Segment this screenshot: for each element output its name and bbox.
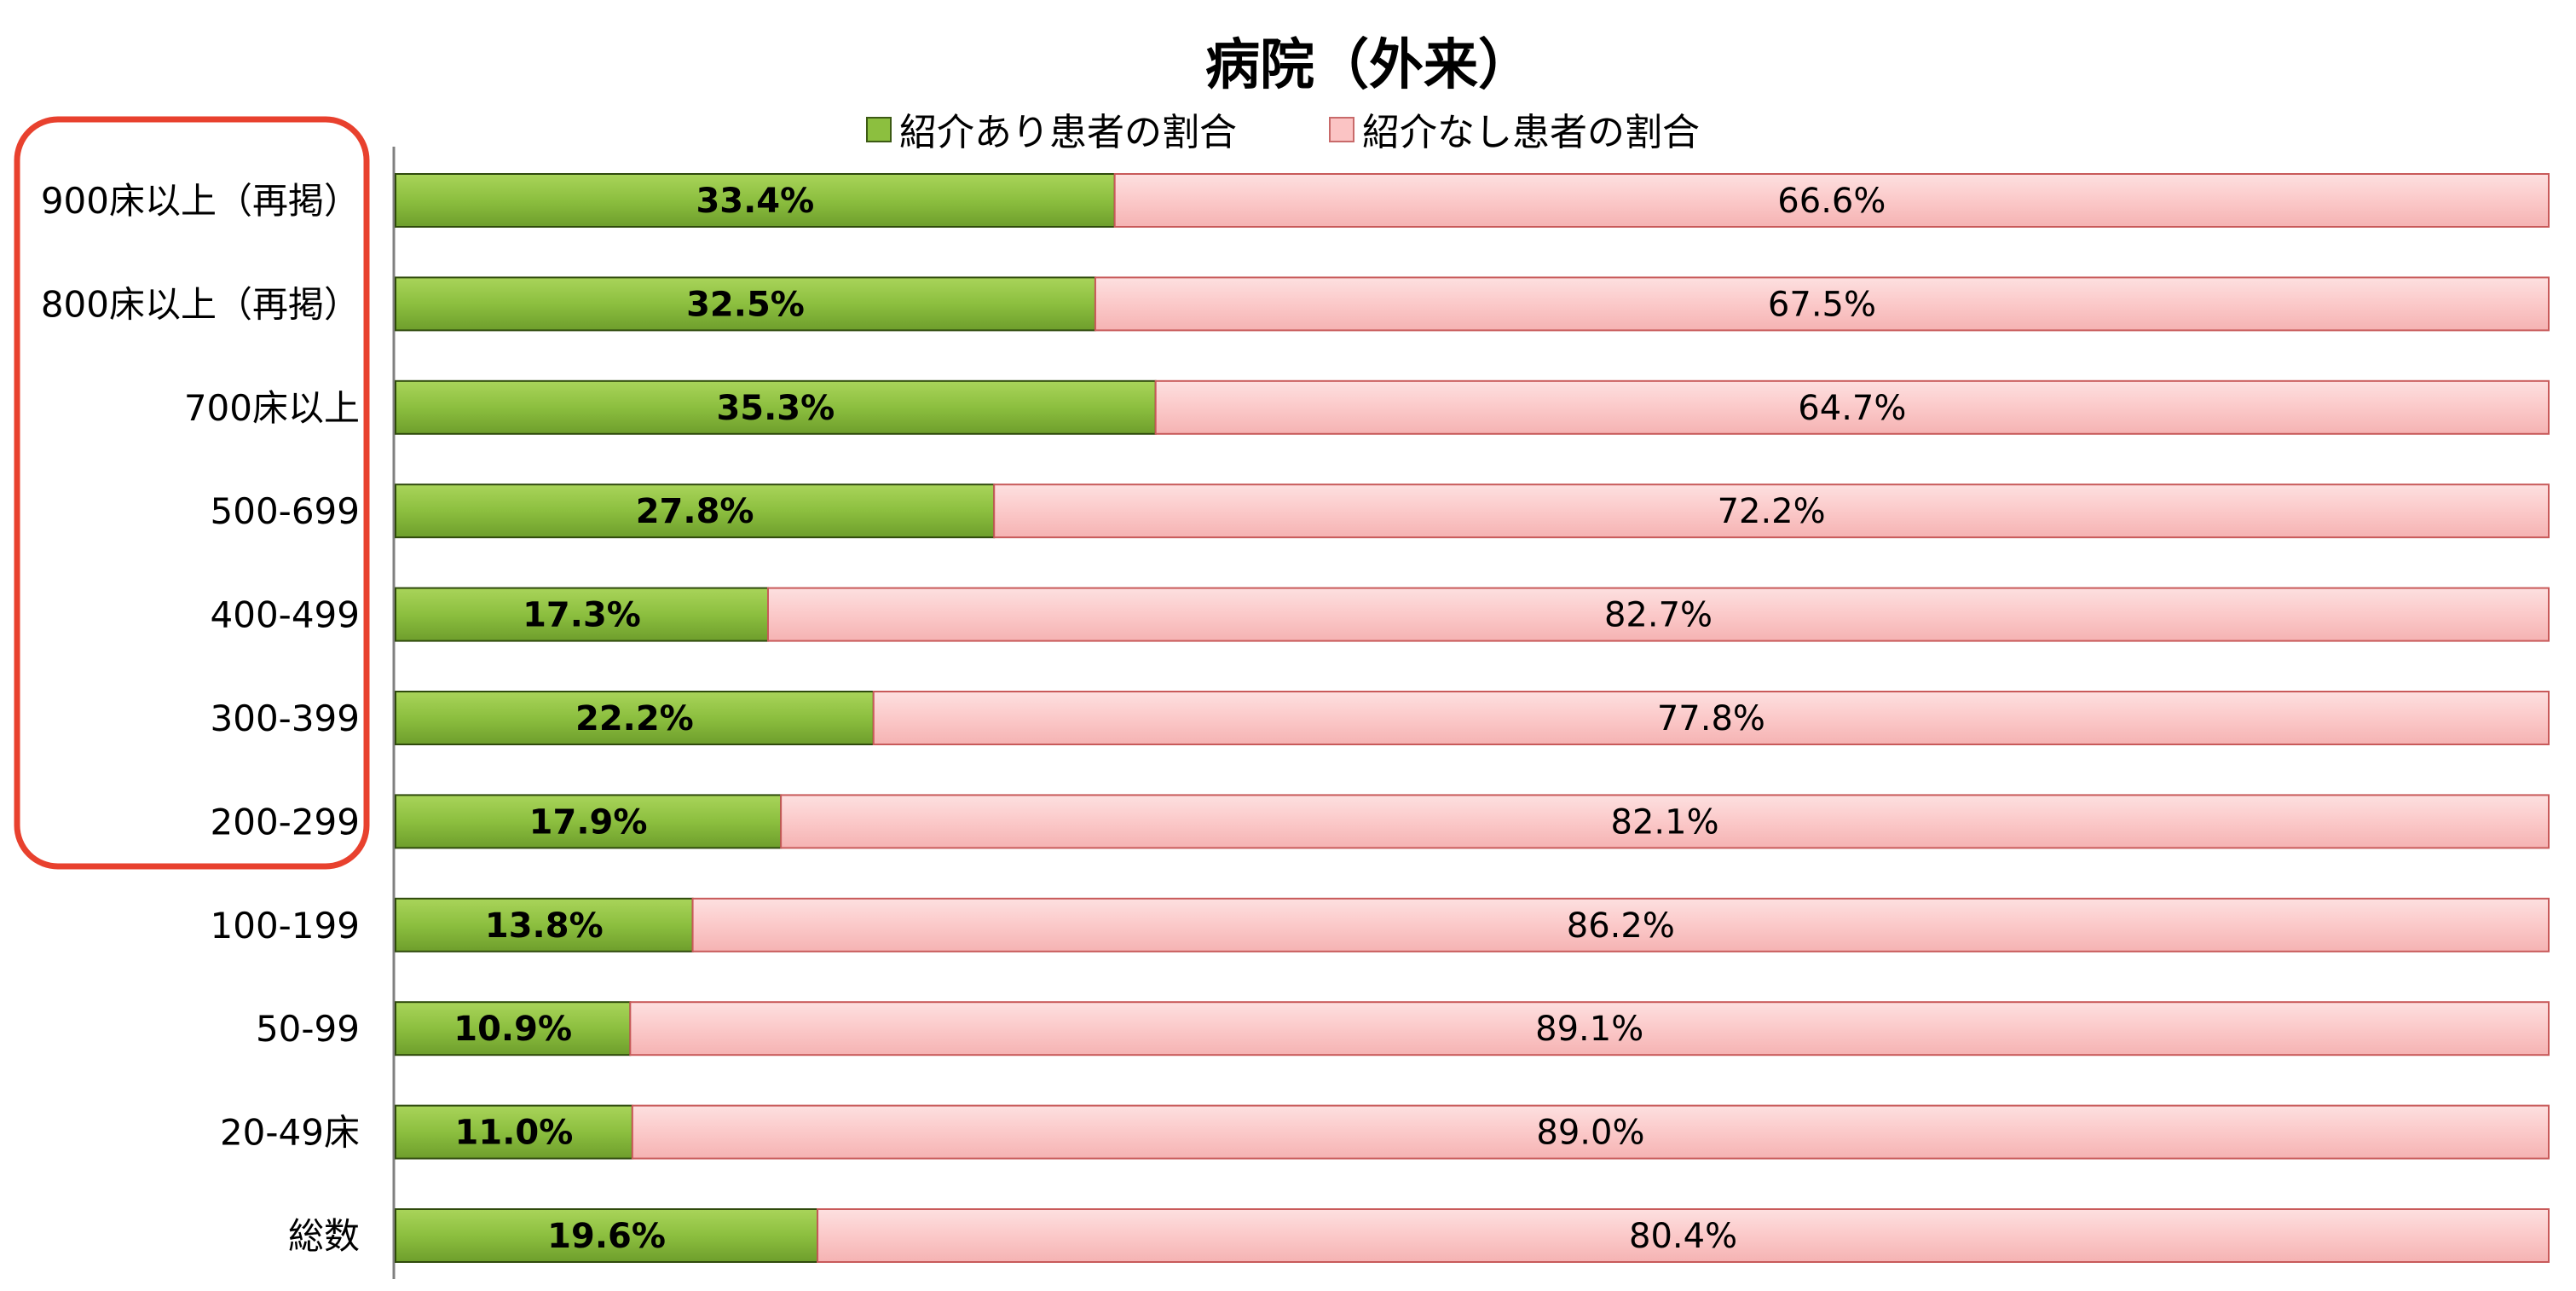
bar-referred (395, 1208, 819, 1263)
bars: 33.4% 66.6% 32.5% 67.5% 35.3% 64.7% 27.8% 72.2%… (395, 173, 2550, 1263)
data-label-not-referred: 66.6% (1777, 182, 1886, 221)
bar-not-referred (766, 587, 2550, 642)
legend-label-referred: 紹介あり患者の割合 (899, 111, 1237, 154)
category-labels: 900床以上（再掲） 800床以上（再掲） 700床以上 500-699 400-499… (41, 180, 360, 1257)
data-label-not-referred: 86.2% (1567, 906, 1675, 946)
bar-referred (395, 587, 769, 642)
legend: 紹介あり患者の割合 紹介なし患者の割合 (866, 111, 1700, 154)
category-label: 400-499 (211, 594, 361, 636)
bar-referred (395, 897, 694, 952)
data-label-not-referred: 64.7% (1798, 389, 1906, 428)
bar-not-referred (817, 1208, 2550, 1263)
data-label-referred: 10.9% (453, 1010, 572, 1049)
bar-referred (395, 276, 1096, 332)
data-label-not-referred: 72.2% (1718, 492, 1826, 531)
category-label: 200-299 (211, 801, 361, 842)
data-label-not-referred: 89.1% (1535, 1010, 1643, 1049)
data-label-referred: 11.0% (455, 1114, 574, 1153)
category-label: 700床以上 (184, 387, 360, 429)
data-label-referred: 13.8% (485, 906, 604, 946)
bar-referred (395, 794, 783, 849)
bar-not-referred (631, 1104, 2550, 1160)
chart-title: 病院（外来） (1205, 34, 1533, 97)
category-label: 900床以上（再掲） (41, 180, 360, 222)
data-label-referred: 35.3% (716, 389, 835, 428)
bar-not-referred (691, 897, 2550, 952)
data-label-not-referred: 77.8% (1657, 699, 1765, 738)
data-label-not-referred: 80.4% (1629, 1217, 1737, 1256)
data-label-not-referred: 67.5% (1768, 285, 1876, 324)
category-label: 総数 (288, 1215, 360, 1257)
bar-not-referred (629, 1001, 2550, 1057)
category-label: 20-49床 (220, 1112, 360, 1154)
bar-referred (395, 1001, 632, 1057)
data-label-referred: 17.9% (529, 802, 648, 842)
data-label-referred: 32.5% (686, 285, 805, 324)
highlight-frame (14, 116, 370, 870)
bar-not-referred (1094, 276, 2550, 332)
category-label: 300-399 (211, 698, 361, 739)
data-label-referred: 27.8% (636, 492, 754, 531)
data-label-not-referred: 82.7% (1604, 596, 1713, 635)
data-label-referred: 33.4% (696, 182, 814, 221)
legend-label-not-referred: 紹介なし患者の割合 (1362, 111, 1700, 154)
data-label-referred: 22.2% (575, 699, 694, 738)
bar-referred (395, 691, 875, 745)
bar-not-referred (1154, 379, 2550, 435)
data-label-not-referred: 89.0% (1536, 1114, 1644, 1153)
bar-not-referred (780, 794, 2550, 849)
bar-not-referred (1113, 173, 2550, 228)
category-label: 800床以上（再掲） (41, 283, 360, 325)
legend-swatch-referred (866, 117, 892, 142)
bar-not-referred (993, 483, 2550, 539)
category-label: 50-99 (256, 1008, 360, 1050)
legend-swatch-not-referred (1329, 117, 1354, 142)
category-label: 500-699 (211, 490, 361, 532)
data-label-referred: 19.6% (547, 1217, 666, 1256)
data-label-not-referred: 82.1% (1611, 802, 1719, 842)
category-label: 100-199 (211, 905, 361, 947)
data-label-referred: 17.3% (523, 596, 641, 635)
bar-referred (395, 1104, 633, 1160)
bar-not-referred (872, 691, 2550, 745)
